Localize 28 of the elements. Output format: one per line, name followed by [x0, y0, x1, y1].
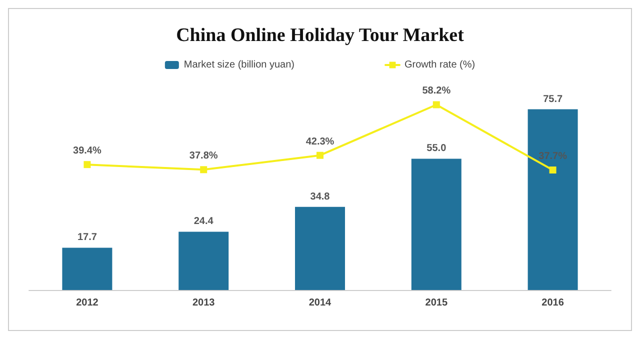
- data-label: 75.7: [543, 94, 563, 105]
- bar: [295, 206, 345, 290]
- data-label: 39.4%: [73, 146, 102, 157]
- point: [549, 166, 556, 174]
- data-label: 42.3%: [306, 136, 334, 148]
- legend-label: Market size (billion yuan): [184, 60, 295, 70]
- x-tick-label: 2015: [425, 298, 448, 308]
- bar: [178, 232, 229, 290]
- bar: [411, 158, 462, 290]
- data-label: 24.4: [194, 216, 214, 228]
- data-label: 58.2%: [422, 86, 451, 97]
- point: [316, 152, 324, 159]
- data-label: 34.8: [310, 191, 330, 202]
- data-label: 55.0: [426, 143, 447, 154]
- x-tick-label: 2012: [76, 298, 99, 308]
- point: [200, 166, 208, 174]
- legend-label: Growth rate (%): [404, 60, 476, 70]
- point: [84, 161, 91, 168]
- point: [432, 101, 440, 108]
- data-label: 37.8%: [189, 150, 218, 162]
- data-label: 17.7: [77, 232, 98, 244]
- x-tick-label: 2014: [308, 298, 332, 308]
- x-tick-label: 2016: [542, 298, 564, 308]
- data-label: 37.7%: [538, 150, 568, 162]
- bar: [62, 248, 112, 290]
- x-tick-label: 2013: [192, 298, 216, 308]
- bar: [528, 109, 578, 290]
- chart-title: China Online Holiday Tour Market: [176, 25, 465, 46]
